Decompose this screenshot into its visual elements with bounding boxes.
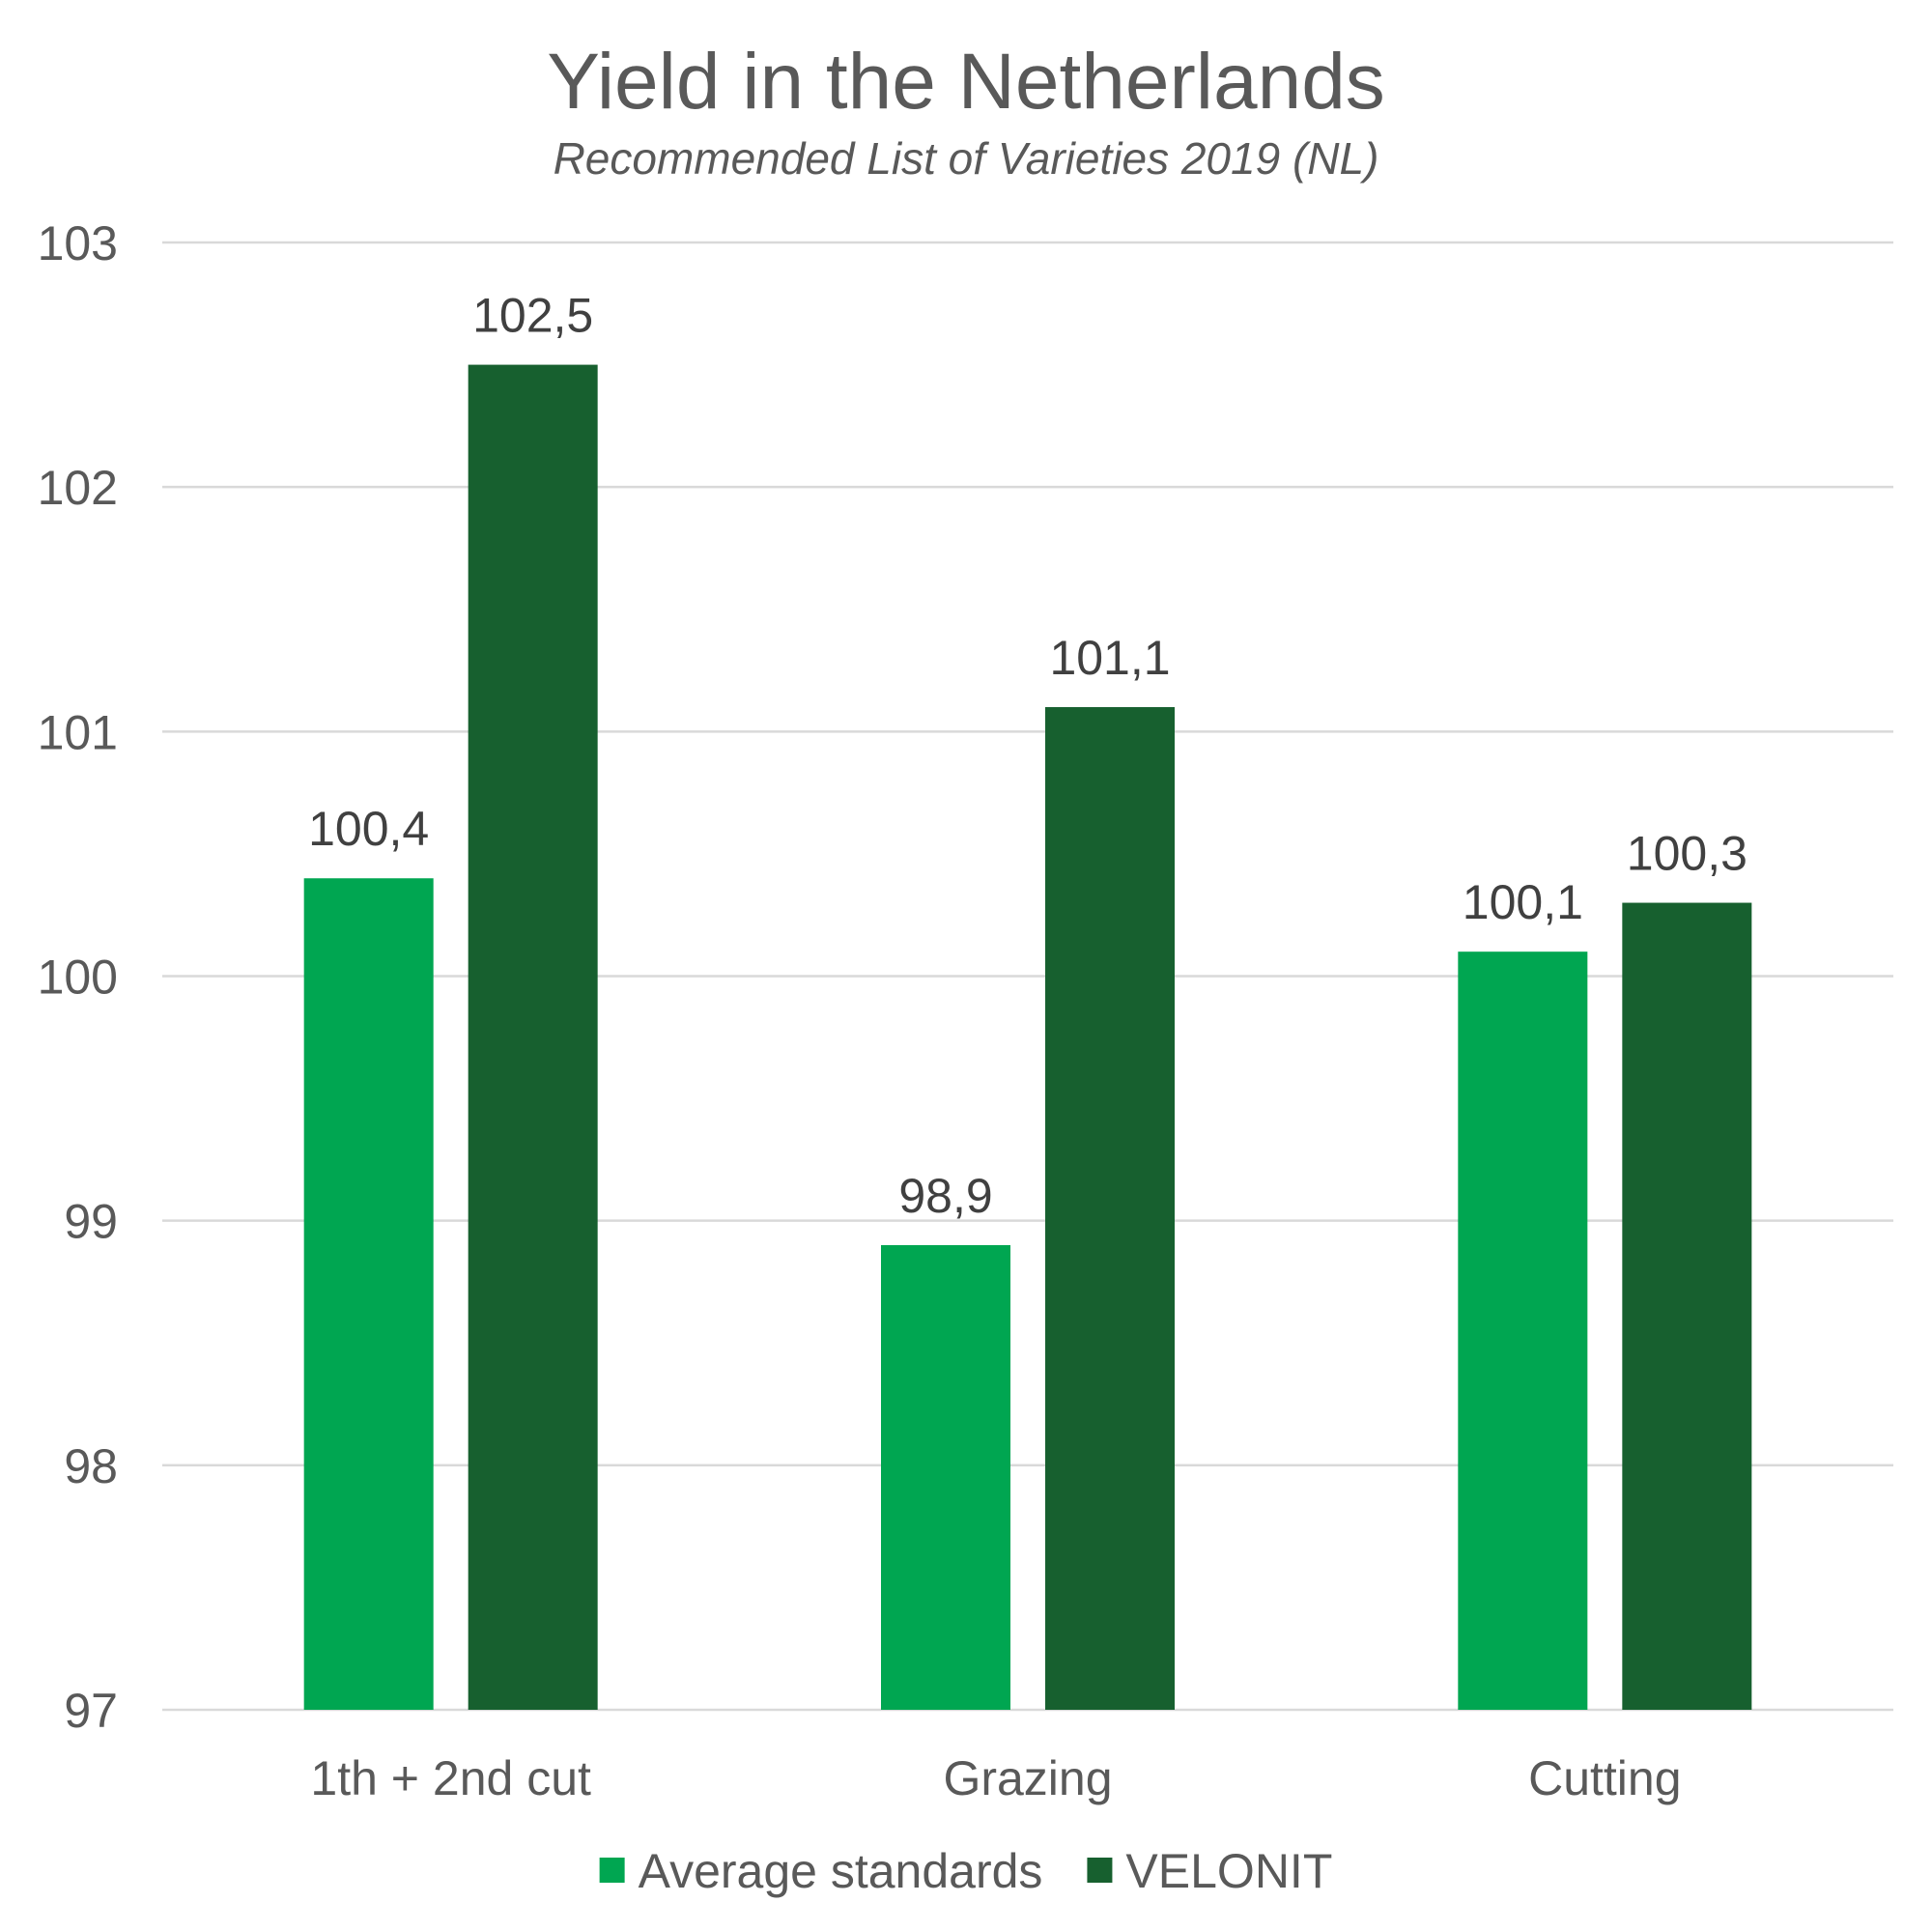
y-tick-label: 101 xyxy=(38,705,118,759)
category-label: 1th + 2nd cut xyxy=(310,1751,591,1805)
y-tick-label: 102 xyxy=(38,461,118,515)
bar xyxy=(881,1244,1010,1710)
legend-label: Average standards xyxy=(639,1844,1043,1898)
bar xyxy=(1622,902,1752,1710)
gridlines xyxy=(162,241,1893,1712)
y-tick-label: 100 xyxy=(38,951,118,1005)
y-tick-label: 97 xyxy=(64,1684,118,1738)
legend-label: VELONIT xyxy=(1125,1844,1332,1898)
bars xyxy=(303,364,1752,1711)
data-label: 100,4 xyxy=(308,802,429,856)
bar xyxy=(1458,951,1588,1710)
data-label: 102,5 xyxy=(472,289,593,343)
data-label: 100,3 xyxy=(1627,827,1747,881)
category-label: Grazing xyxy=(943,1751,1112,1805)
y-axis-tick-labels: 97 98 99 100 101 102 103 xyxy=(38,216,118,1738)
chart-title: Yield in the Netherlands xyxy=(547,38,1385,126)
bar xyxy=(468,364,598,1710)
data-labels: 100,4 102,5 98,9 101,1 100,1 100,3 xyxy=(308,289,1747,1223)
legend: Average standards VELONIT xyxy=(599,1844,1332,1898)
category-label: Cutting xyxy=(1528,1751,1681,1805)
bar xyxy=(303,878,434,1710)
data-label: 101,1 xyxy=(1049,631,1170,685)
y-tick-label: 99 xyxy=(64,1195,118,1249)
y-tick-label: 98 xyxy=(64,1439,118,1493)
data-label: 100,1 xyxy=(1463,875,1583,929)
data-label: 98,9 xyxy=(898,1169,992,1223)
x-axis-category-labels: 1th + 2nd cut Grazing Cutting xyxy=(310,1751,1681,1805)
bar xyxy=(1045,707,1175,1711)
y-tick-label: 103 xyxy=(38,216,118,270)
legend-swatch xyxy=(1087,1858,1113,1883)
chart-subtitle: Recommended List of Varieties 2019 (NL) xyxy=(554,133,1379,184)
legend-swatch xyxy=(599,1858,625,1883)
